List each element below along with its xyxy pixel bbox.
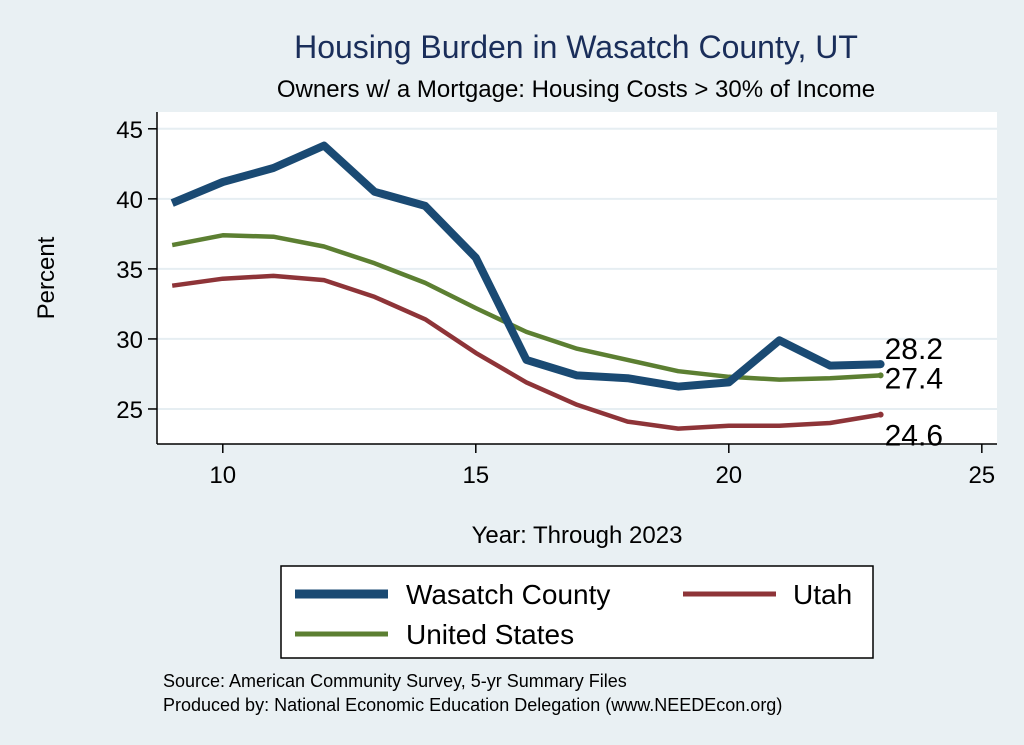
legend-box — [280, 565, 874, 659]
y-tick-label: 40 — [116, 187, 143, 214]
y-tick-label: 45 — [116, 117, 143, 144]
series-line-utah — [171, 273, 881, 431]
x-tick-label: 10 — [209, 462, 236, 489]
y-axis-title: Percent — [33, 236, 60, 319]
series-line-wasatch-county — [170, 141, 881, 391]
series-end-point — [877, 411, 884, 418]
y-tick-label: 25 — [116, 397, 143, 424]
y-tick-label: 30 — [116, 327, 143, 354]
x-axis-title: Year: Through 2023 — [472, 522, 683, 549]
y-tick-label: 35 — [116, 257, 143, 284]
x-tick-label: 25 — [968, 462, 995, 489]
x-tick-label: 20 — [715, 462, 742, 489]
end-value-label: 28.2 — [885, 333, 943, 366]
end-value-label: 27.4 — [885, 362, 943, 395]
legend: Wasatch County Utah United States — [295, 579, 852, 650]
chart-subtitle: Owners w/ a Mortgage: Housing Costs > 30… — [277, 76, 875, 103]
series-line-united-states — [171, 233, 881, 382]
legend-label: Utah — [793, 579, 852, 610]
series-end-point — [876, 360, 885, 369]
source-note: Source: American Community Survey, 5-yr … — [163, 671, 627, 691]
series-end-point — [877, 372, 884, 379]
chart-title: Housing Burden in Wasatch County, UT — [294, 29, 858, 65]
series-layer — [170, 141, 885, 431]
end-value-label: 24.6 — [885, 420, 943, 453]
axis-layer: 25 30 35 40 45 10 15 20 25 — [116, 112, 997, 489]
label-layer: 28.2 24.6 27.4 — [885, 333, 943, 452]
legend-label: Wasatch County — [406, 579, 610, 610]
x-tick-label: 15 — [462, 462, 489, 489]
producer-note: Produced by: National Economic Education… — [163, 695, 782, 715]
grid-layer — [157, 127, 997, 410]
legend-label: United States — [406, 619, 574, 650]
